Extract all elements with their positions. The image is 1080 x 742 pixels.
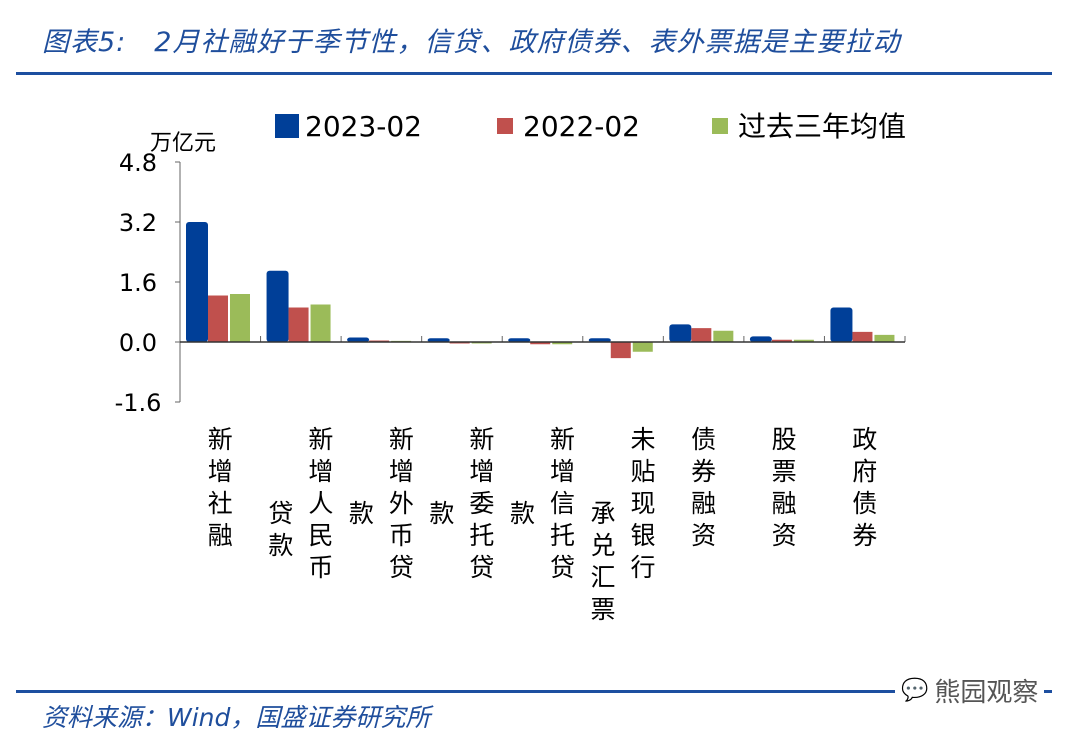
bar-过去三年均值 <box>793 339 814 342</box>
bar-2022-02 <box>208 295 228 342</box>
legend-swatch-2022-02 <box>497 118 513 134</box>
category-label-char: 增 <box>208 457 233 486</box>
category-label-char: 款 <box>349 499 374 528</box>
bar-过去三年均值 <box>874 334 895 342</box>
bar-过去三年均值 <box>713 330 734 342</box>
category-label-char: 现 <box>631 489 656 518</box>
bar-2022-02 <box>771 339 792 342</box>
bar-2023-02 <box>427 338 450 342</box>
bar-2023-02 <box>347 337 370 342</box>
category-label-char: 托 <box>469 521 494 550</box>
watermark: 💬 熊园观察 <box>895 672 1045 709</box>
bar-2023-02 <box>830 307 853 342</box>
category-label-char: 款 <box>510 499 535 528</box>
category-label-char: 新 <box>389 425 414 454</box>
category-label-char: 票 <box>591 595 616 624</box>
category-label-char: 票 <box>772 457 797 486</box>
y-tick-label: 3.2 <box>119 209 157 237</box>
category-label-char: 增 <box>550 457 575 486</box>
category-label-char: 债 <box>852 489 877 518</box>
y-tick-label: -1.6 <box>115 389 162 417</box>
bar-2023-02 <box>508 338 531 342</box>
category-label-char: 款 <box>268 531 293 560</box>
category-label-char: 人 <box>308 489 333 518</box>
category-label-char: 行 <box>631 553 656 582</box>
bar-2022-02 <box>288 307 309 342</box>
category-label-char: 币 <box>389 521 414 550</box>
bar-chart: 4.83.21.60.0-1.6万亿元新增社融新增人民币贷款新增外币贷款新增委托… <box>115 110 906 624</box>
category-label-char: 增 <box>389 457 414 486</box>
legend-swatch-2023-02 <box>275 114 299 138</box>
bar-2022-02 <box>530 342 551 345</box>
category-label-char: 府 <box>852 457 877 486</box>
category-label-char: 券 <box>852 521 877 550</box>
watermark-text: 熊园观察 <box>934 678 1039 708</box>
bar-2023-02 <box>186 222 208 342</box>
wechat-icon: 💬 <box>901 678 929 703</box>
source-note: 资料来源：Wind，国盛证券研究所 <box>42 703 431 732</box>
bar-2022-02 <box>610 342 631 359</box>
category-label-char: 政 <box>852 425 877 454</box>
legend-label: 2022-02 <box>523 110 640 143</box>
category-label-char: 款 <box>429 499 454 528</box>
bar-过去三年均值 <box>632 342 653 352</box>
category-label-char: 承 <box>591 499 616 528</box>
y-tick-label: 4.8 <box>119 149 157 177</box>
category-label-char: 债 <box>691 425 716 454</box>
y-axis-label: 万亿元 <box>150 131 216 156</box>
category-label-char: 外 <box>389 489 414 518</box>
category-label-char: 增 <box>469 457 494 486</box>
category-label-char: 信 <box>550 489 575 518</box>
category-label-char: 汇 <box>591 563 616 592</box>
category-label-char: 新 <box>208 425 233 454</box>
category-label-char: 币 <box>308 553 333 582</box>
category-label-char: 未 <box>631 425 656 454</box>
y-tick-label: 0.0 <box>119 329 157 357</box>
figure-title: 图表5: 2月社融好于季节性，信贷、政府债券、表外票据是主要拉动 <box>42 27 901 58</box>
category-label-char: 新 <box>469 425 494 454</box>
bar-2022-02 <box>852 331 873 342</box>
category-label-char: 新 <box>550 425 575 454</box>
category-label-char: 融 <box>772 489 797 518</box>
category-label-char: 融 <box>208 521 233 550</box>
category-label-char: 融 <box>691 489 716 518</box>
bar-2023-02 <box>588 338 611 342</box>
category-label-char: 托 <box>550 521 575 550</box>
y-tick-label: 1.6 <box>119 269 157 297</box>
title-rule <box>16 72 1052 75</box>
legend-label: 过去三年均值 <box>738 110 906 143</box>
source-rule <box>16 690 1052 693</box>
category-label-char: 资 <box>691 521 716 550</box>
bar-2023-02 <box>669 324 692 342</box>
category-label-char: 银 <box>631 521 656 550</box>
legend-label: 2023-02 <box>305 110 422 143</box>
bar-过去三年均值 <box>230 294 250 342</box>
category-label-char: 贷 <box>469 553 494 582</box>
category-label-char: 社 <box>208 489 233 518</box>
category-label-char: 贷 <box>550 553 575 582</box>
category-label-char: 兑 <box>591 531 616 560</box>
category-label-char: 券 <box>691 457 716 486</box>
legend-swatch-过去三年均值 <box>712 118 728 134</box>
bar-2022-02 <box>691 328 712 342</box>
bar-2023-02 <box>749 336 772 342</box>
category-label-char: 贷 <box>389 553 414 582</box>
category-label-char: 贷 <box>268 499 293 528</box>
category-label-char: 股 <box>772 425 797 454</box>
category-label-char: 委 <box>469 489 494 518</box>
category-label-char: 资 <box>772 521 797 550</box>
category-label-char: 新 <box>308 425 333 454</box>
category-label-char: 增 <box>308 457 333 486</box>
category-label-char: 民 <box>308 521 333 550</box>
category-label-char: 贴 <box>631 457 656 486</box>
bar-过去三年均值 <box>310 304 331 342</box>
bar-过去三年均值 <box>552 342 573 345</box>
bar-2023-02 <box>266 270 289 342</box>
